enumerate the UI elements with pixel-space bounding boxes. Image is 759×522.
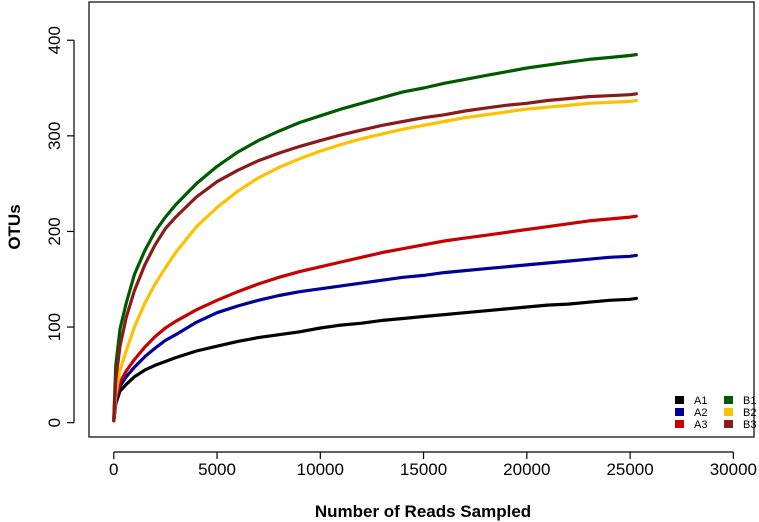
y-tick-label: 400 xyxy=(45,26,64,54)
legend-item-a2: A2 xyxy=(675,407,707,419)
legend-item-b3: B3 xyxy=(724,419,756,431)
y-tick-label: 100 xyxy=(45,313,64,341)
legend-swatch xyxy=(724,396,733,404)
legend-swatch xyxy=(675,396,684,404)
plot-border xyxy=(88,1,755,438)
legend-label: B1 xyxy=(743,395,756,407)
legend-label: A3 xyxy=(694,419,707,431)
series-line-b3 xyxy=(112,92,638,422)
x-tick-label: 10000 xyxy=(297,460,344,479)
x-tick-label: 30000 xyxy=(710,460,757,479)
legend-swatch xyxy=(724,420,733,428)
legend-label: B3 xyxy=(743,419,756,431)
x-axis-title: Number of Reads Sampled xyxy=(315,502,531,521)
x-tick-label: 20000 xyxy=(503,460,550,479)
legend-item-a1: A1 xyxy=(675,395,707,407)
legend-swatch xyxy=(675,420,684,428)
legend-label: A1 xyxy=(694,395,707,407)
legend-item-b2: B2 xyxy=(724,407,756,419)
y-tick-label: 300 xyxy=(45,122,64,150)
y-tick-label: 200 xyxy=(45,217,64,245)
legend-label: A2 xyxy=(694,407,707,419)
series-line-a3 xyxy=(112,214,638,423)
x-tick-label: 5000 xyxy=(198,460,236,479)
y-axis-title: OTUs xyxy=(5,204,24,249)
series-line-a2 xyxy=(112,253,638,423)
x-tick-label: 15000 xyxy=(400,460,447,479)
legend-item-b1: B1 xyxy=(724,395,756,407)
series-line-b1 xyxy=(112,52,638,420)
x-tick-label: 25000 xyxy=(606,460,653,479)
legend-swatch xyxy=(724,408,733,416)
legend-swatch xyxy=(675,408,684,416)
y-tick-label: 0 xyxy=(45,418,64,427)
legend-item-a3: A3 xyxy=(675,419,707,431)
legend-label: B2 xyxy=(743,407,756,419)
series-line-a1 xyxy=(112,296,638,423)
series-line-b2 xyxy=(112,98,638,422)
x-tick-label: 0 xyxy=(109,460,118,479)
